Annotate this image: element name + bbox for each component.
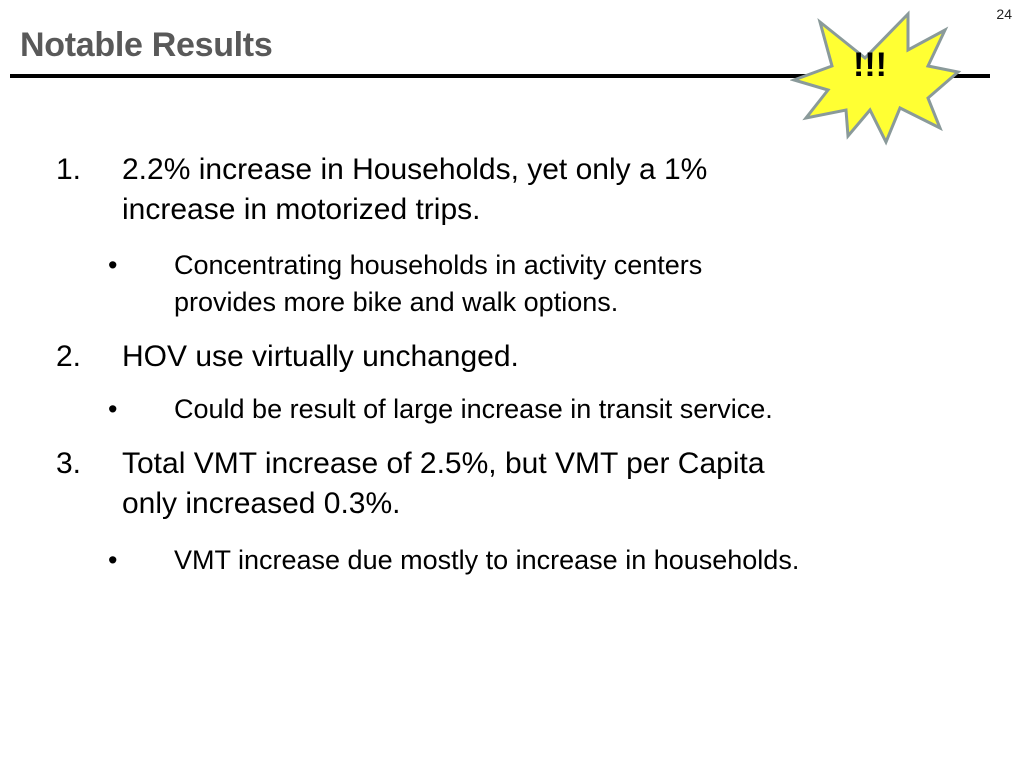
item-number: 3. xyxy=(56,447,82,480)
item-text-line: increase in motorized trips. xyxy=(122,193,481,226)
bullet-icon: • xyxy=(108,394,118,424)
bullet-icon: • xyxy=(108,250,118,280)
sub-bullet-line: Could be result of large increase in tra… xyxy=(174,394,773,424)
starburst-icon xyxy=(790,10,962,146)
title-divider xyxy=(10,74,990,78)
sub-bullet-text: VMT increase due mostly to increase in h… xyxy=(174,542,964,579)
item-text: HOV use virtually unchanged. xyxy=(122,337,962,377)
page-number: 24 xyxy=(996,6,1012,22)
item-number: 1. xyxy=(56,153,82,186)
item-text: 2.2% increase in Households, yet only a … xyxy=(122,150,962,230)
item-text-line: 2.2% increase in Households, yet only a … xyxy=(122,153,708,186)
starburst-label: !!! xyxy=(853,46,887,84)
sub-bullet-line: VMT increase due mostly to increase in h… xyxy=(174,545,800,575)
sub-bullet-text: Could be result of large increase in tra… xyxy=(174,391,964,428)
starburst-shape xyxy=(790,10,962,146)
item-text: Total VMT increase of 2.5%, but VMT per … xyxy=(122,444,962,524)
item-number: 2. xyxy=(56,340,82,373)
slide-title: Notable Results xyxy=(20,26,273,64)
item-text-line: only increased 0.3%. xyxy=(122,487,401,520)
sub-bullet-line: provides more bike and walk options. xyxy=(174,287,619,317)
item-text-line: Total VMT increase of 2.5%, but VMT per … xyxy=(122,447,765,480)
sub-bullet-line: Concentrating households in activity cen… xyxy=(174,250,703,280)
item-text-line: HOV use virtually unchanged. xyxy=(122,340,519,373)
sub-bullet-text: Concentrating households in activity cen… xyxy=(174,247,964,321)
bullet-icon: • xyxy=(108,545,118,575)
